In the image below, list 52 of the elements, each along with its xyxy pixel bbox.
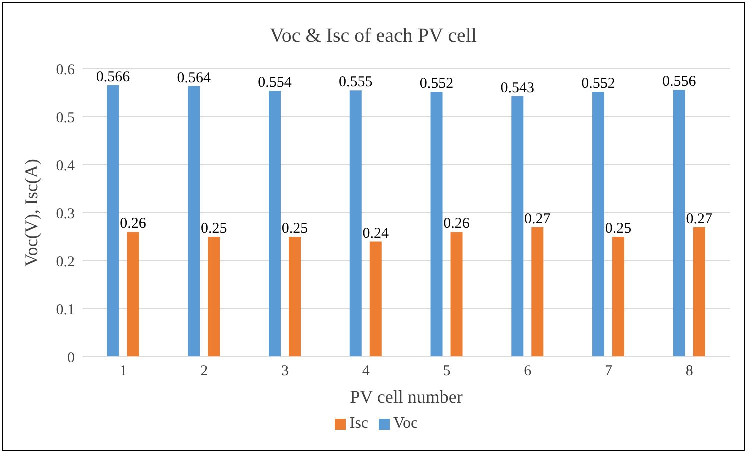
- data-label: 0.24: [362, 226, 390, 242]
- data-label: 0.25: [605, 221, 632, 237]
- bar: [532, 227, 544, 357]
- x-tick-label: 4: [362, 364, 370, 380]
- y-tick-label: 0.2: [56, 254, 75, 270]
- bar: [269, 91, 282, 357]
- bar: [693, 227, 706, 357]
- y-tick-label: 0.4: [56, 158, 76, 174]
- bar: [350, 90, 362, 357]
- y-tick-label: 0.1: [56, 302, 75, 318]
- bar: [450, 232, 463, 357]
- legend-label: Isc: [350, 415, 369, 432]
- bar: [673, 90, 686, 357]
- bar: [612, 237, 625, 357]
- y-tick-label: 0.3: [56, 206, 75, 222]
- bar: [107, 85, 120, 357]
- x-axis-title: PV cell number: [350, 387, 463, 407]
- bar: [208, 237, 220, 357]
- data-label: 0.555: [339, 74, 373, 91]
- bar: [370, 242, 382, 357]
- x-tick-label: 7: [604, 364, 613, 380]
- data-label: 0.552: [420, 76, 454, 92]
- y-tick-label: 0: [68, 350, 75, 366]
- x-tick-label: 1: [120, 364, 128, 380]
- chart-title: Voc & Isc of each PV cell: [269, 25, 478, 48]
- bar: [127, 232, 140, 357]
- y-tick-label: 0.6: [56, 62, 76, 78]
- data-label: 0.25: [201, 221, 228, 237]
- y-tick-label: 0.5: [56, 110, 75, 126]
- data-label: 0.566: [96, 69, 131, 86]
- data-label: 0.27: [524, 211, 552, 228]
- bar: [512, 96, 524, 357]
- y-axis-title: Voc(V), Isc(A): [21, 159, 42, 267]
- bar: [430, 92, 443, 357]
- data-label: 0.25: [282, 221, 308, 237]
- data-label: 0.564: [177, 70, 212, 86]
- data-label: 0.556: [662, 74, 697, 90]
- data-label: 0.26: [444, 216, 470, 232]
- data-label: 0.27: [686, 211, 714, 228]
- bar: [592, 92, 605, 357]
- bar: [188, 86, 200, 357]
- data-label: 0.554: [258, 75, 292, 92]
- data-label: 0.26: [120, 216, 147, 232]
- x-tick-label: 2: [200, 364, 208, 380]
- bar: [289, 237, 302, 357]
- x-tick-label: 5: [443, 364, 451, 380]
- x-tick-label: 3: [281, 364, 289, 380]
- x-tick-label: 8: [686, 364, 694, 380]
- data-label: 0.552: [582, 76, 616, 92]
- x-tick-label: 6: [524, 364, 532, 380]
- legend-label: Voc: [394, 415, 418, 432]
- data-label: 0.543: [500, 80, 535, 96]
